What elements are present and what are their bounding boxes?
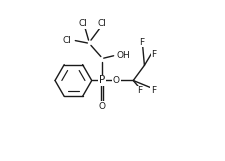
Text: Cl: Cl (79, 19, 87, 28)
Text: O: O (113, 76, 120, 85)
Text: F: F (151, 50, 157, 59)
Text: F: F (137, 86, 142, 95)
Text: F: F (151, 86, 156, 95)
Text: O: O (99, 102, 106, 111)
Text: OH: OH (117, 51, 130, 60)
Text: Cl: Cl (63, 36, 72, 45)
Text: F: F (139, 38, 144, 47)
Text: P: P (99, 76, 105, 85)
Text: Cl: Cl (98, 19, 107, 28)
